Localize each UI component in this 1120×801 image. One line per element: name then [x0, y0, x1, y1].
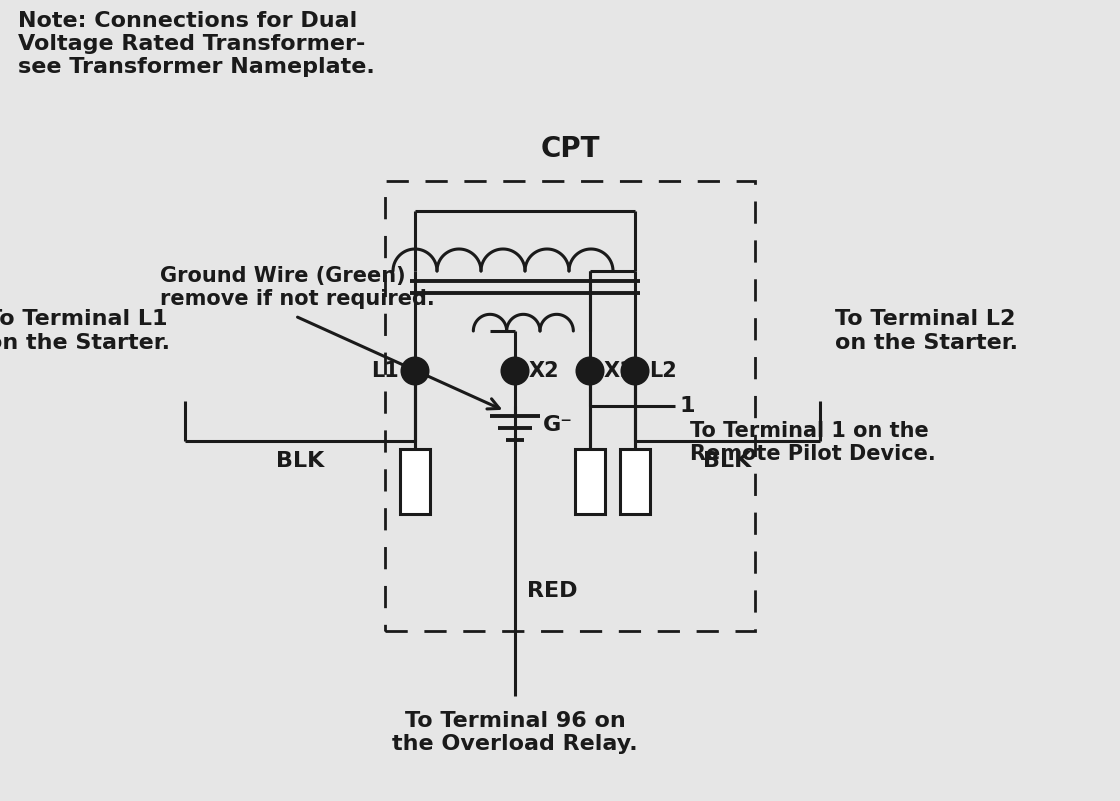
Text: Ground Wire (Green)
remove if not required.: Ground Wire (Green) remove if not requir… — [160, 266, 435, 309]
Text: 1: 1 — [680, 396, 696, 416]
Text: To Terminal L2
on the Starter.: To Terminal L2 on the Starter. — [836, 309, 1018, 352]
Text: BLK: BLK — [276, 451, 324, 471]
Text: To Terminal 1 on the
Remote Pilot Device.: To Terminal 1 on the Remote Pilot Device… — [690, 421, 935, 465]
Bar — [575, 449, 605, 513]
Text: Note: Connections for Dual
Voltage Rated Transformer-
see Transformer Nameplate.: Note: Connections for Dual Voltage Rated… — [18, 11, 375, 78]
Text: RED: RED — [528, 581, 578, 601]
Text: To Terminal L1
on the Starter.: To Terminal L1 on the Starter. — [0, 309, 170, 352]
Circle shape — [402, 358, 428, 384]
Bar — [620, 449, 650, 513]
Text: L1: L1 — [371, 361, 399, 381]
Text: X2: X2 — [529, 361, 560, 381]
Text: X1: X1 — [604, 361, 635, 381]
Circle shape — [502, 358, 528, 384]
Text: G⁻: G⁻ — [543, 415, 573, 435]
Text: To Terminal 96 on
the Overload Relay.: To Terminal 96 on the Overload Relay. — [392, 711, 637, 755]
Bar — [385, 181, 755, 631]
Text: CPT: CPT — [540, 135, 599, 163]
Circle shape — [577, 358, 603, 384]
Text: L2: L2 — [648, 361, 676, 381]
Circle shape — [622, 358, 648, 384]
Text: BLK: BLK — [703, 451, 752, 471]
Bar — [400, 449, 430, 513]
